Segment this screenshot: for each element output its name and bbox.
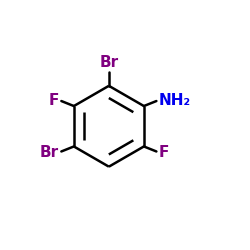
Text: Br: Br xyxy=(40,145,59,160)
Text: NH₂: NH₂ xyxy=(158,93,191,108)
Text: F: F xyxy=(158,145,169,160)
Text: Br: Br xyxy=(99,55,118,70)
Text: F: F xyxy=(49,93,59,108)
